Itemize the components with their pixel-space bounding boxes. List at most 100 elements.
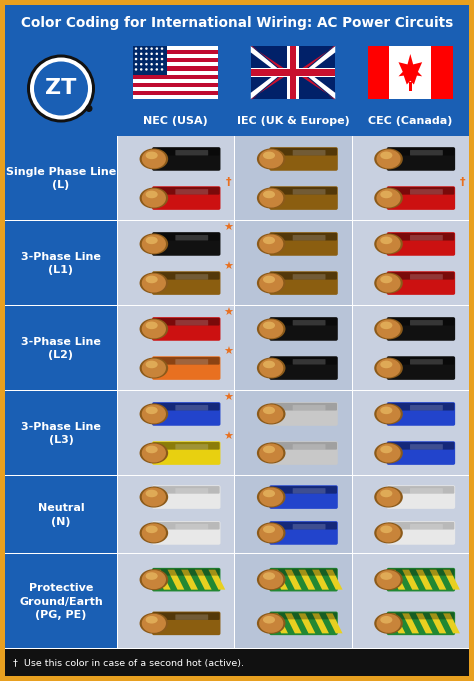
Ellipse shape xyxy=(374,569,403,590)
Ellipse shape xyxy=(376,189,401,208)
Polygon shape xyxy=(389,614,405,633)
Ellipse shape xyxy=(155,68,158,71)
Bar xyxy=(368,46,389,99)
Ellipse shape xyxy=(142,614,166,633)
Ellipse shape xyxy=(135,48,137,50)
Bar xyxy=(234,306,352,391)
Ellipse shape xyxy=(380,236,392,244)
Text: ★: ★ xyxy=(223,347,233,357)
Ellipse shape xyxy=(257,319,285,339)
Ellipse shape xyxy=(380,445,392,454)
Bar xyxy=(352,221,353,306)
Ellipse shape xyxy=(142,443,166,462)
Bar xyxy=(352,391,353,476)
Polygon shape xyxy=(429,614,447,633)
FancyBboxPatch shape xyxy=(269,147,338,171)
Ellipse shape xyxy=(374,234,403,255)
Ellipse shape xyxy=(376,570,401,589)
Ellipse shape xyxy=(145,58,148,61)
Bar xyxy=(117,306,234,391)
FancyBboxPatch shape xyxy=(388,272,455,280)
Ellipse shape xyxy=(161,58,163,61)
Bar xyxy=(0,676,474,681)
Bar xyxy=(368,46,453,99)
FancyBboxPatch shape xyxy=(293,359,326,364)
FancyBboxPatch shape xyxy=(388,486,455,494)
Bar xyxy=(5,306,117,391)
Ellipse shape xyxy=(139,443,168,464)
Bar xyxy=(5,41,469,136)
Bar xyxy=(117,391,118,476)
FancyBboxPatch shape xyxy=(388,233,455,240)
Ellipse shape xyxy=(140,58,143,61)
FancyBboxPatch shape xyxy=(153,272,219,280)
Ellipse shape xyxy=(161,52,163,55)
Ellipse shape xyxy=(140,48,143,50)
Ellipse shape xyxy=(155,58,158,61)
Ellipse shape xyxy=(257,486,285,507)
Polygon shape xyxy=(271,569,288,590)
FancyBboxPatch shape xyxy=(270,569,337,575)
FancyBboxPatch shape xyxy=(388,403,455,411)
Ellipse shape xyxy=(263,321,275,329)
Bar xyxy=(5,476,469,554)
FancyBboxPatch shape xyxy=(175,235,208,240)
Ellipse shape xyxy=(146,490,158,497)
Text: CEC (Canada): CEC (Canada) xyxy=(368,116,453,126)
FancyBboxPatch shape xyxy=(410,405,443,411)
Bar xyxy=(117,391,234,476)
FancyBboxPatch shape xyxy=(293,488,326,494)
Ellipse shape xyxy=(140,68,143,71)
Ellipse shape xyxy=(146,616,158,624)
Ellipse shape xyxy=(380,407,392,414)
Polygon shape xyxy=(154,569,171,590)
FancyBboxPatch shape xyxy=(153,442,219,449)
Ellipse shape xyxy=(380,490,392,497)
Ellipse shape xyxy=(257,443,285,464)
Bar xyxy=(234,476,235,554)
Polygon shape xyxy=(389,569,405,590)
FancyBboxPatch shape xyxy=(153,403,219,411)
Ellipse shape xyxy=(374,486,403,507)
Bar xyxy=(117,554,118,649)
FancyBboxPatch shape xyxy=(270,272,337,280)
FancyBboxPatch shape xyxy=(387,568,455,592)
Text: †: † xyxy=(460,177,466,187)
FancyBboxPatch shape xyxy=(270,233,337,240)
FancyBboxPatch shape xyxy=(269,317,338,340)
FancyBboxPatch shape xyxy=(269,232,338,256)
FancyBboxPatch shape xyxy=(270,403,337,411)
Polygon shape xyxy=(312,614,329,633)
Ellipse shape xyxy=(142,405,166,424)
Ellipse shape xyxy=(27,54,95,123)
FancyBboxPatch shape xyxy=(387,186,455,210)
FancyBboxPatch shape xyxy=(175,359,208,364)
FancyBboxPatch shape xyxy=(269,521,338,545)
FancyBboxPatch shape xyxy=(270,486,337,494)
Ellipse shape xyxy=(374,319,403,339)
FancyBboxPatch shape xyxy=(410,189,443,195)
Ellipse shape xyxy=(263,445,275,454)
Bar xyxy=(117,476,234,554)
Ellipse shape xyxy=(259,319,283,338)
Ellipse shape xyxy=(263,572,275,580)
Ellipse shape xyxy=(263,276,275,283)
Ellipse shape xyxy=(259,570,283,589)
FancyBboxPatch shape xyxy=(270,612,337,619)
Ellipse shape xyxy=(142,319,166,338)
Ellipse shape xyxy=(376,319,401,338)
Ellipse shape xyxy=(257,522,285,543)
Ellipse shape xyxy=(374,148,403,170)
Bar xyxy=(5,390,469,391)
Polygon shape xyxy=(271,614,288,633)
Ellipse shape xyxy=(161,63,163,65)
Ellipse shape xyxy=(259,443,283,462)
Ellipse shape xyxy=(380,572,392,580)
Bar xyxy=(5,475,469,476)
FancyBboxPatch shape xyxy=(387,612,455,635)
FancyBboxPatch shape xyxy=(387,441,455,465)
Ellipse shape xyxy=(257,187,285,208)
Bar xyxy=(234,306,235,391)
FancyBboxPatch shape xyxy=(269,441,338,465)
Ellipse shape xyxy=(150,68,153,71)
